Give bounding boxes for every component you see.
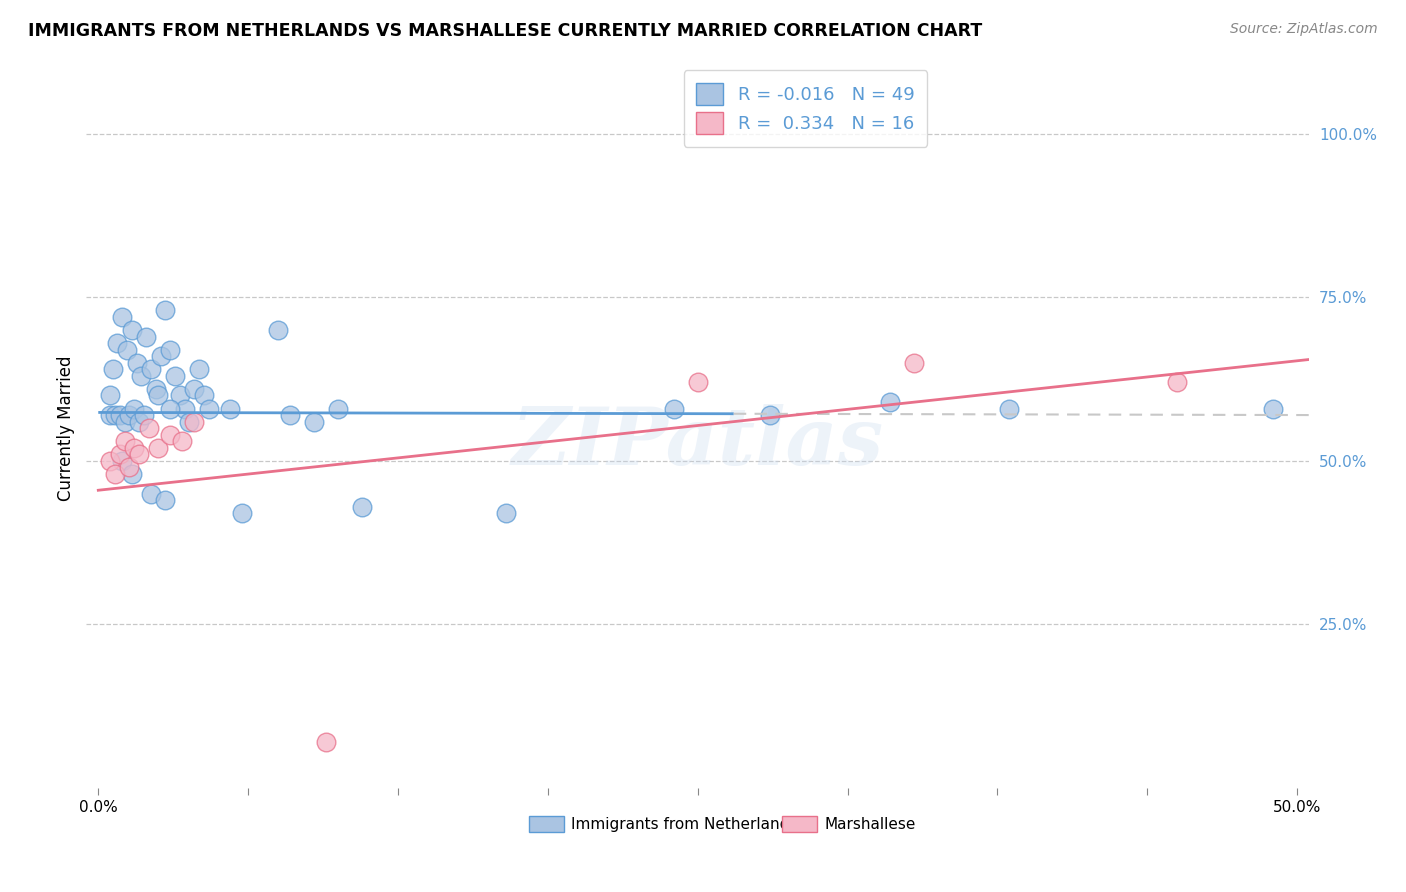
Point: [139, 486, 162, 500]
Point: [118, 460, 141, 475]
Point: [231, 506, 253, 520]
Point: [148, 388, 170, 402]
Point: [183, 415, 205, 429]
Point: [118, 408, 141, 422]
Point: [278, 408, 301, 422]
Point: [172, 434, 194, 449]
Point: [138, 421, 160, 435]
Point: [125, 356, 148, 370]
Point: [173, 401, 195, 416]
Point: [98, 388, 121, 402]
Point: [495, 506, 517, 520]
Point: [114, 434, 136, 449]
Point: [163, 368, 186, 383]
Point: [128, 415, 150, 429]
Text: ZIPatlas: ZIPatlas: [512, 404, 884, 482]
Point: [104, 408, 127, 422]
Point: [1263, 401, 1285, 416]
Point: [121, 467, 143, 481]
Point: [662, 401, 685, 416]
Point: [128, 447, 150, 461]
Point: [352, 500, 374, 514]
Point: [686, 376, 709, 390]
Point: [121, 323, 143, 337]
Point: [98, 454, 121, 468]
Point: [302, 415, 325, 429]
Point: [107, 336, 129, 351]
Point: [879, 395, 901, 409]
Point: [122, 441, 145, 455]
Point: [104, 467, 127, 481]
Point: [115, 343, 138, 357]
Point: [145, 382, 167, 396]
Point: [758, 408, 780, 422]
Point: [101, 362, 124, 376]
Point: [148, 441, 170, 455]
Text: Immigrants from Netherlands: Immigrants from Netherlands: [571, 817, 797, 832]
Point: [149, 349, 172, 363]
Y-axis label: Currently Married: Currently Married: [58, 355, 75, 501]
Point: [111, 310, 134, 324]
Point: [219, 401, 242, 416]
Point: [169, 388, 191, 402]
Point: [111, 454, 134, 468]
Point: [903, 356, 925, 370]
Point: [108, 408, 131, 422]
Point: [98, 408, 121, 422]
Point: [159, 343, 181, 357]
Point: [179, 415, 201, 429]
Point: [183, 382, 205, 396]
Point: [139, 362, 162, 376]
Point: [188, 362, 211, 376]
Point: [267, 323, 290, 337]
Point: [132, 408, 155, 422]
Point: [108, 447, 131, 461]
Text: IMMIGRANTS FROM NETHERLANDS VS MARSHALLESE CURRENTLY MARRIED CORRELATION CHART: IMMIGRANTS FROM NETHERLANDS VS MARSHALLE…: [28, 22, 983, 40]
Point: [326, 401, 349, 416]
Text: Source: ZipAtlas.com: Source: ZipAtlas.com: [1230, 22, 1378, 37]
Point: [131, 368, 153, 383]
Point: [159, 427, 181, 442]
Point: [155, 303, 177, 318]
Point: [159, 401, 181, 416]
Point: [193, 388, 215, 402]
Point: [197, 401, 219, 416]
Point: [122, 401, 145, 416]
Point: [114, 415, 136, 429]
Legend: R = -0.016   N = 49, R =  0.334   N = 16: R = -0.016 N = 49, R = 0.334 N = 16: [683, 70, 927, 147]
Point: [135, 329, 157, 343]
Point: [998, 401, 1021, 416]
Point: [1166, 376, 1188, 390]
Text: Marshallese: Marshallese: [824, 817, 915, 832]
Point: [315, 735, 337, 749]
Point: [155, 493, 177, 508]
